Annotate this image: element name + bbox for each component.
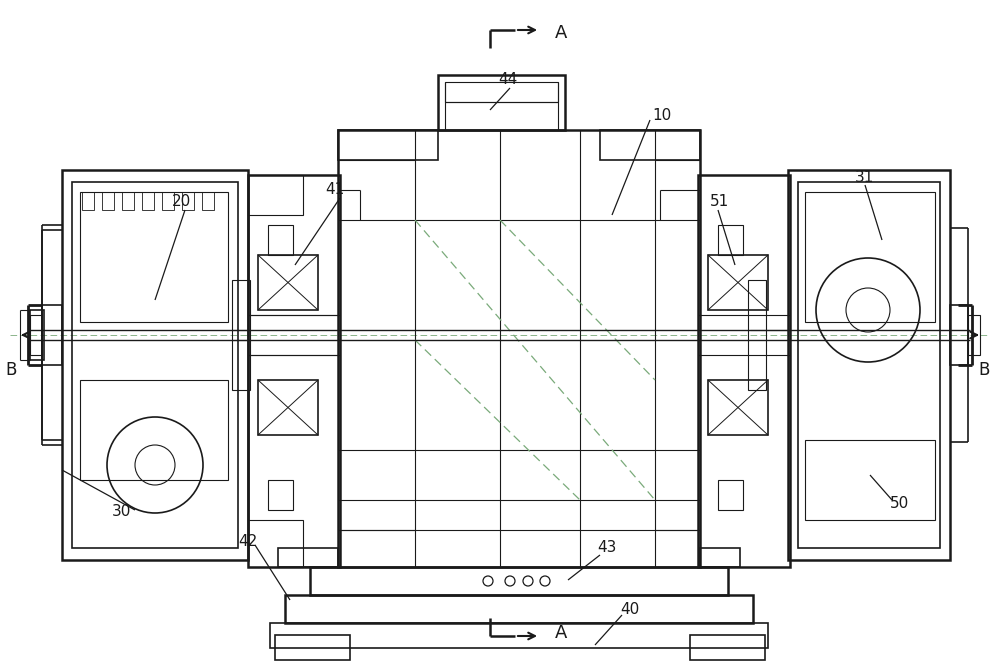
Bar: [805, 192, 935, 322]
Bar: [258, 380, 318, 435]
Bar: [270, 623, 768, 648]
Text: B: B: [5, 361, 16, 379]
Bar: [268, 480, 293, 510]
Bar: [82, 192, 94, 210]
Bar: [80, 380, 228, 480]
Bar: [30, 315, 42, 355]
Text: B: B: [978, 361, 989, 379]
Bar: [268, 225, 293, 255]
Bar: [445, 82, 558, 102]
Text: 40: 40: [620, 602, 639, 618]
Bar: [690, 635, 765, 660]
Bar: [285, 595, 753, 623]
Bar: [182, 192, 194, 210]
Bar: [798, 182, 940, 548]
Bar: [600, 130, 700, 160]
Bar: [310, 567, 728, 595]
Text: 30: 30: [112, 505, 131, 519]
Bar: [62, 170, 248, 560]
Bar: [805, 440, 935, 520]
Text: A: A: [555, 624, 567, 642]
Text: 42: 42: [238, 535, 257, 550]
Bar: [248, 175, 340, 567]
Bar: [278, 548, 338, 567]
Bar: [248, 175, 303, 215]
Text: 20: 20: [172, 195, 191, 210]
Bar: [718, 480, 743, 510]
Bar: [708, 380, 768, 435]
Bar: [42, 305, 62, 365]
Bar: [338, 130, 438, 160]
Bar: [275, 635, 350, 660]
Bar: [162, 192, 174, 210]
Text: 10: 10: [652, 108, 671, 122]
Bar: [698, 175, 790, 567]
Text: 43: 43: [597, 540, 616, 556]
Bar: [718, 225, 743, 255]
Text: 44: 44: [498, 72, 517, 88]
Bar: [438, 75, 565, 130]
Text: 31: 31: [855, 171, 874, 185]
Bar: [142, 192, 154, 210]
Bar: [80, 192, 228, 322]
Bar: [258, 255, 318, 310]
Bar: [338, 130, 700, 567]
Bar: [708, 255, 768, 310]
Bar: [700, 548, 740, 567]
Text: 50: 50: [890, 495, 909, 511]
Bar: [788, 170, 950, 560]
Bar: [202, 192, 214, 210]
Text: 41: 41: [325, 183, 344, 197]
Bar: [102, 192, 114, 210]
Bar: [968, 315, 980, 355]
Bar: [30, 310, 44, 360]
Bar: [232, 280, 250, 390]
Text: A: A: [555, 24, 567, 42]
Bar: [248, 520, 303, 567]
Text: 51: 51: [710, 195, 729, 210]
Bar: [748, 280, 766, 390]
Bar: [122, 192, 134, 210]
Bar: [950, 305, 968, 365]
Bar: [72, 182, 238, 548]
